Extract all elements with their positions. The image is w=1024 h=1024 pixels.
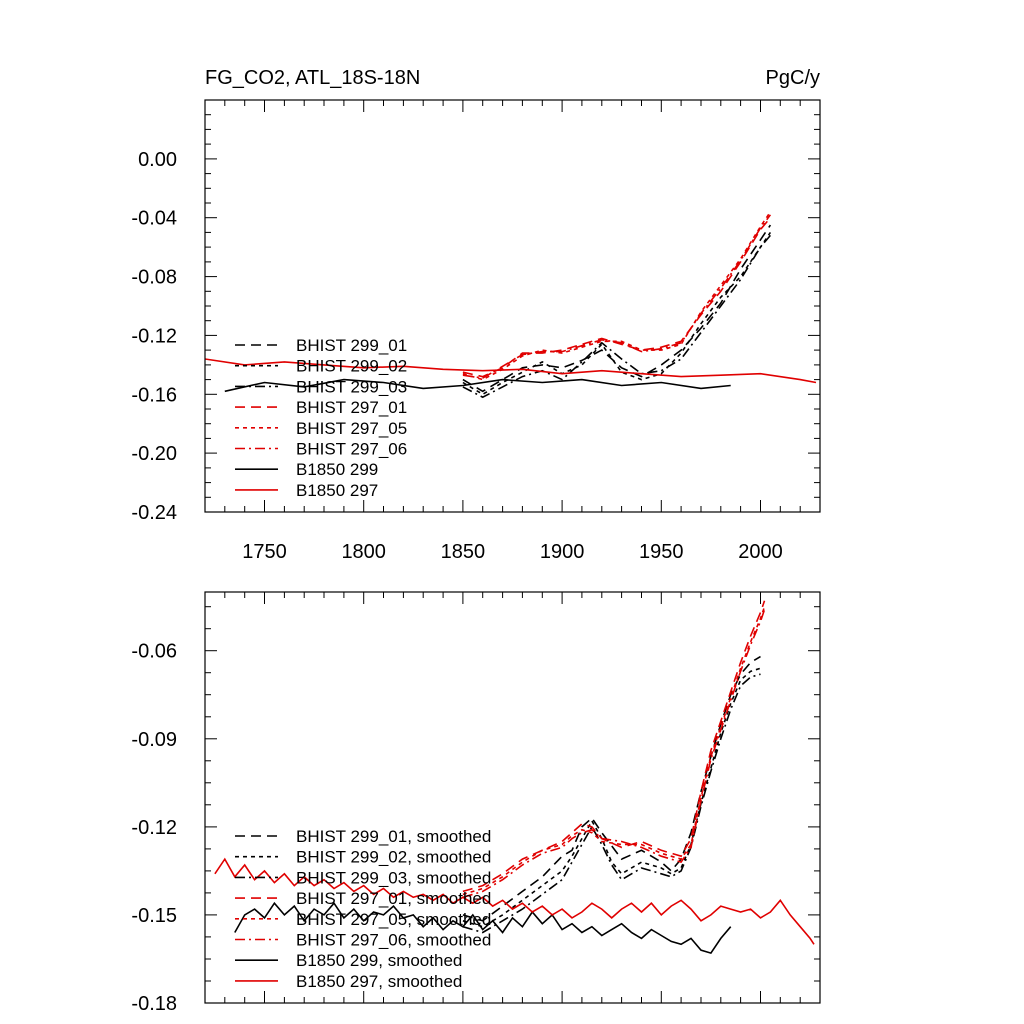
bottom-legend-label: BHIST 299_03, smoothed — [296, 868, 491, 887]
top-panel-title: FG_CO2, ATL_18S-18N — [205, 67, 420, 89]
bottom-series-line-2 — [462, 673, 761, 934]
top-series-line-2 — [462, 234, 772, 399]
bottom-legend-label: BHIST 299_02, smoothed — [296, 848, 491, 867]
bottom-legend-label: B1850 297, smoothed — [296, 972, 462, 991]
top-legend-label: B1850 299 — [296, 460, 378, 479]
bottom-panel: -0.06 -0.09 -0.12 -0.15 -0.18 BHIST 299_01, … — [131, 591, 821, 1015]
top-x-tick-label: 1850 — [441, 541, 486, 563]
bottom-series-group — [214, 600, 815, 955]
bottom-series-line-3 — [462, 600, 766, 893]
bottom-legend: BHIST 299_01, smoothed BHIST 299_02, smoo… — [235, 827, 491, 991]
top-legend-label: BHIST 299_01 — [296, 336, 407, 355]
top-y-tick-label: -0.04 — [131, 208, 177, 230]
top-series-line-6 — [224, 378, 731, 393]
top-series-line-7 — [205, 358, 817, 384]
top-legend-label: BHIST 297_05 — [296, 419, 407, 438]
top-series-line-3 — [462, 217, 772, 378]
top-series-line-0 — [462, 224, 772, 393]
top-x-tick-label: 1750 — [242, 541, 287, 563]
top-x-tick-label: 1950 — [639, 541, 684, 563]
bottom-series-line-1 — [462, 667, 761, 928]
bottom-y-tick-label: -0.06 — [131, 641, 177, 663]
top-x-tick-label: 1800 — [341, 541, 386, 563]
bottom-axes: -0.06 -0.09 -0.12 -0.15 -0.18 — [131, 591, 821, 1015]
top-series-group — [205, 211, 817, 399]
bottom-plot-frame — [204, 591, 821, 1004]
top-panel: FG_CO2, ATL_18S-18N PgC/y 1750 1800 1850 19… — [131, 67, 821, 563]
top-series-line-5 — [462, 214, 772, 379]
bottom-legend-label: BHIST 297_01, smoothed — [296, 889, 491, 908]
top-legend-label: B1850 297 — [296, 481, 378, 500]
bottom-y-tick-label: -0.09 — [131, 729, 177, 751]
bottom-series-line-7 — [214, 857, 815, 945]
top-series-line-4 — [462, 211, 772, 381]
top-legend-label: BHIST 299_03 — [296, 377, 407, 396]
bottom-legend-label: BHIST 297_05, smoothed — [296, 910, 491, 929]
top-axes: 1750 1800 1850 1900 1950 2000 0.00 -0.04 -0.08 -0… — [131, 99, 821, 563]
bottom-series-line-4 — [462, 606, 766, 896]
top-series-line-1 — [462, 231, 772, 396]
top-y-tick-label: -0.16 — [131, 384, 177, 406]
top-legend-label: BHIST 297_06 — [296, 440, 407, 459]
top-y-tick-label: -0.20 — [131, 443, 177, 465]
bottom-y-tick-label: -0.12 — [131, 817, 177, 839]
top-x-tick-label: 1900 — [540, 541, 585, 563]
top-y-tick-label: -0.24 — [131, 502, 177, 524]
bottom-y-tick-label: -0.15 — [131, 905, 177, 927]
top-legend-label: BHIST 297_01 — [296, 398, 407, 417]
bottom-y-tick-label: -0.18 — [131, 993, 177, 1015]
top-y-tick-label: -0.12 — [131, 325, 177, 347]
top-panel-units: PgC/y — [766, 67, 820, 89]
bottom-series-line-6 — [234, 901, 732, 955]
bottom-legend-label: BHIST 297_06, smoothed — [296, 931, 491, 950]
top-y-tick-label: -0.08 — [131, 267, 177, 289]
bottom-series-line-0 — [462, 655, 761, 922]
top-y-tick-label: 0.00 — [138, 149, 177, 171]
bottom-legend-label: B1850 299, smoothed — [296, 951, 462, 970]
bottom-series-line-5 — [462, 609, 766, 899]
bottom-legend-label: BHIST 299_01, smoothed — [296, 827, 491, 846]
top-legend-label: BHIST 299_02 — [296, 357, 407, 376]
top-x-tick-label: 2000 — [738, 541, 783, 563]
